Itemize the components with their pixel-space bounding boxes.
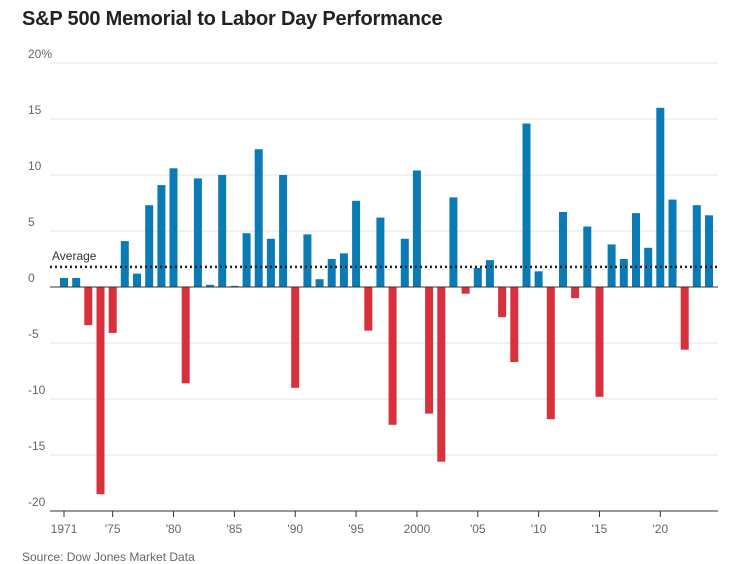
bar <box>339 253 348 287</box>
bar <box>668 199 677 287</box>
x-tick-label: 1971 <box>51 522 78 536</box>
bar <box>133 273 141 287</box>
bar <box>279 175 288 287</box>
chart-title: S&P 500 Memorial to Labor Day Performanc… <box>22 8 443 30</box>
y-tick-label: 10 <box>28 159 42 173</box>
bar <box>376 217 385 287</box>
y-tick-label: -15 <box>28 439 46 453</box>
y-tick-label: 5 <box>28 215 35 229</box>
x-axis: 1971 '75 '80 '85 '90 '95 2000 '05 '10 '15 '20 <box>50 510 718 536</box>
x-tick-label: '85 <box>227 522 243 536</box>
bar <box>157 185 166 287</box>
x-tick-label: '10 <box>531 522 547 536</box>
x-tick-label: '90 <box>287 522 303 536</box>
y-tick-label: 0 <box>28 271 35 285</box>
bar <box>437 287 446 462</box>
bar <box>181 287 190 384</box>
bar <box>291 287 300 388</box>
bar <box>534 271 543 287</box>
bar <box>522 123 531 287</box>
bar <box>619 259 628 287</box>
bar <box>546 287 555 420</box>
bar <box>510 287 519 362</box>
bar <box>254 149 263 287</box>
bar <box>692 205 701 287</box>
x-tick-label: '20 <box>653 522 669 536</box>
y-tick-label: -20 <box>28 495 46 509</box>
x-tick-label: '05 <box>470 522 486 536</box>
bar <box>400 238 409 287</box>
y-tick-label: -5 <box>28 327 39 341</box>
bar <box>108 287 117 333</box>
bar <box>84 287 93 326</box>
bar <box>595 287 604 397</box>
y-tick-label: 20% <box>28 47 52 61</box>
bar <box>266 238 275 287</box>
bar <box>303 234 312 287</box>
bar <box>656 107 665 287</box>
bar <box>583 226 592 287</box>
bar <box>498 287 507 318</box>
bar <box>412 170 421 287</box>
average-line-group: Average <box>50 249 718 269</box>
bar <box>352 200 361 287</box>
bar <box>120 241 129 287</box>
bar <box>242 233 251 287</box>
bar <box>96 287 105 495</box>
bar <box>230 285 239 287</box>
bar <box>473 268 482 287</box>
x-tick-label: '15 <box>592 522 608 536</box>
y-tick-labels: 20% 15 10 5 0 -5 -10 -15 -20 <box>28 47 52 509</box>
bar <box>60 278 68 287</box>
y-tick-label: 15 <box>28 103 42 117</box>
bar <box>218 175 227 287</box>
bar <box>680 287 689 350</box>
bar <box>193 178 202 287</box>
bar <box>485 260 494 287</box>
bars <box>60 107 713 495</box>
bar <box>571 287 580 299</box>
bar <box>315 279 324 287</box>
bar <box>169 168 178 287</box>
average-label: Average <box>52 249 97 263</box>
x-tick-label: '80 <box>166 522 182 536</box>
bar <box>644 247 653 287</box>
bar <box>461 287 470 294</box>
source-note: Source: Dow Jones Market Data <box>22 550 195 564</box>
bar <box>449 197 458 287</box>
bar <box>388 287 397 425</box>
bar <box>72 278 81 287</box>
bar <box>425 287 434 414</box>
bar <box>632 213 640 287</box>
x-tick-label: 2000 <box>404 522 431 536</box>
bar <box>559 212 567 287</box>
bar <box>364 287 373 331</box>
bar <box>206 284 214 287</box>
bar <box>327 259 336 287</box>
x-tick-label: '75 <box>105 522 121 536</box>
bar <box>705 215 713 287</box>
bar <box>145 205 154 287</box>
x-tick-label: '95 <box>348 522 364 536</box>
y-tick-label: -10 <box>28 383 46 397</box>
